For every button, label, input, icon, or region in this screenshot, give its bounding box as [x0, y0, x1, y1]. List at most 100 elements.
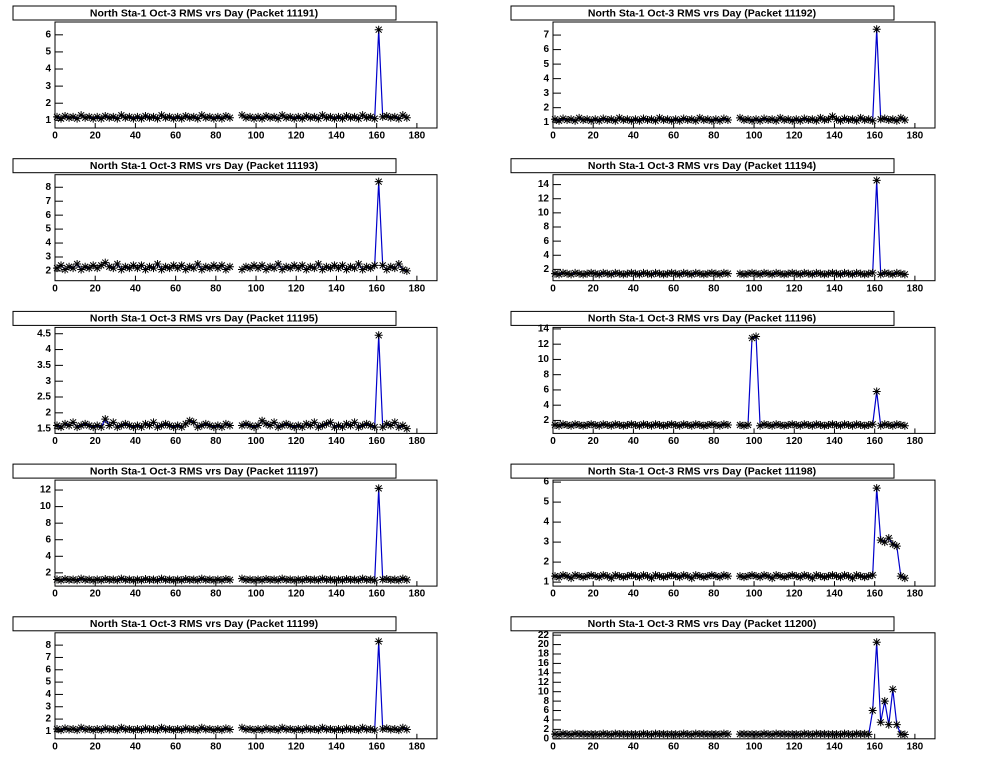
- y-tick-label: 0: [543, 733, 549, 744]
- data-marker: [77, 574, 86, 583]
- y-tick-label: 2: [543, 102, 549, 113]
- data-marker: [687, 270, 696, 279]
- data-marker: [703, 269, 712, 278]
- x-tick-label: 160: [368, 741, 385, 752]
- data-marker: [290, 423, 299, 432]
- data-marker: [679, 729, 688, 738]
- data-marker: [97, 423, 106, 432]
- data-marker: [354, 423, 363, 432]
- data-marker: [735, 269, 744, 278]
- data-marker: [306, 575, 315, 584]
- data-marker: [880, 420, 889, 429]
- data-marker: [258, 576, 267, 585]
- data-marker: [97, 261, 106, 270]
- data-marker: [559, 571, 568, 580]
- title-box: [12, 5, 397, 21]
- data-marker: [322, 419, 331, 428]
- data-marker: [326, 418, 335, 427]
- x-tick-label: 40: [628, 131, 640, 142]
- data-marker: [675, 573, 684, 582]
- data-marker: [611, 420, 620, 429]
- data-marker: [298, 726, 307, 735]
- data-marker: [663, 572, 672, 581]
- plot-frame: [552, 174, 936, 282]
- data-marker: [579, 421, 588, 430]
- data-marker: [808, 574, 817, 583]
- data-marker: [591, 115, 600, 124]
- data-marker: [671, 269, 680, 278]
- data-marker: [615, 730, 624, 739]
- data-marker: [715, 573, 724, 582]
- data-marker: [390, 724, 399, 733]
- x-tick-label: 180: [409, 589, 426, 600]
- data-marker: [643, 730, 652, 739]
- data-marker: [888, 115, 897, 124]
- data-marker: [318, 265, 327, 274]
- data-marker: [635, 270, 644, 279]
- data-marker: [760, 420, 769, 429]
- data-marker: [587, 730, 596, 739]
- data-marker: [599, 729, 608, 738]
- data-marker: [282, 575, 291, 584]
- data-marker: [298, 114, 307, 123]
- data-marker: [599, 114, 608, 123]
- data-marker: [707, 730, 716, 739]
- data-marker: [800, 571, 809, 580]
- data-marker: [117, 421, 126, 430]
- data-marker: [872, 25, 881, 34]
- data-marker: [386, 262, 395, 271]
- data-marker: [627, 420, 636, 429]
- data-marker: [679, 420, 688, 429]
- data-marker: [555, 270, 564, 279]
- data-marker: [683, 421, 692, 430]
- x-tick-label: 160: [866, 283, 883, 294]
- data-marker: [619, 729, 628, 738]
- data-marker: [555, 116, 564, 125]
- data-marker: [89, 576, 98, 585]
- data-marker: [246, 421, 255, 430]
- data-marker: [113, 576, 122, 585]
- data-marker: [185, 113, 194, 122]
- data-marker: [189, 112, 198, 121]
- x-tick-label: 0: [550, 589, 556, 600]
- data-marker: [671, 730, 680, 739]
- data-marker: [294, 575, 303, 584]
- data-marker: [896, 730, 905, 739]
- y-tick-label: 4: [45, 238, 51, 249]
- data-marker: [820, 573, 829, 582]
- y-tick-label: 7: [543, 30, 549, 41]
- data-marker: [217, 423, 226, 432]
- x-tick-label: 60: [668, 436, 680, 447]
- y-tick-label: 14: [538, 179, 550, 190]
- data-marker: [402, 266, 411, 275]
- data-marker: [89, 114, 98, 123]
- data-marker: [643, 572, 652, 581]
- data-marker: [555, 573, 564, 582]
- data-marker: [250, 726, 259, 735]
- data-marker: [579, 116, 588, 125]
- data-marker: [266, 262, 275, 271]
- data-marker: [173, 112, 182, 121]
- data-marker: [703, 572, 712, 581]
- data-marker: [274, 423, 283, 432]
- data-marker: [675, 116, 684, 125]
- data-marker: [872, 638, 881, 647]
- x-tick-label: 20: [90, 131, 102, 142]
- data-marker: [551, 421, 560, 430]
- y-tick-label: 6: [45, 664, 51, 675]
- data-marker: [735, 730, 744, 739]
- data-marker: [314, 726, 323, 735]
- data-marker: [848, 270, 857, 279]
- data-marker: [221, 419, 230, 428]
- x-tick-label: 100: [746, 131, 763, 142]
- data-marker: [254, 112, 263, 121]
- data-marker: [796, 573, 805, 582]
- data-marker: [768, 270, 777, 279]
- data-marker: [667, 571, 676, 580]
- x-tick-label: 140: [826, 283, 843, 294]
- data-marker: [189, 418, 198, 427]
- data-marker: [81, 262, 90, 271]
- data-marker: [117, 111, 126, 120]
- data-marker: [354, 259, 363, 268]
- data-marker: [888, 540, 897, 549]
